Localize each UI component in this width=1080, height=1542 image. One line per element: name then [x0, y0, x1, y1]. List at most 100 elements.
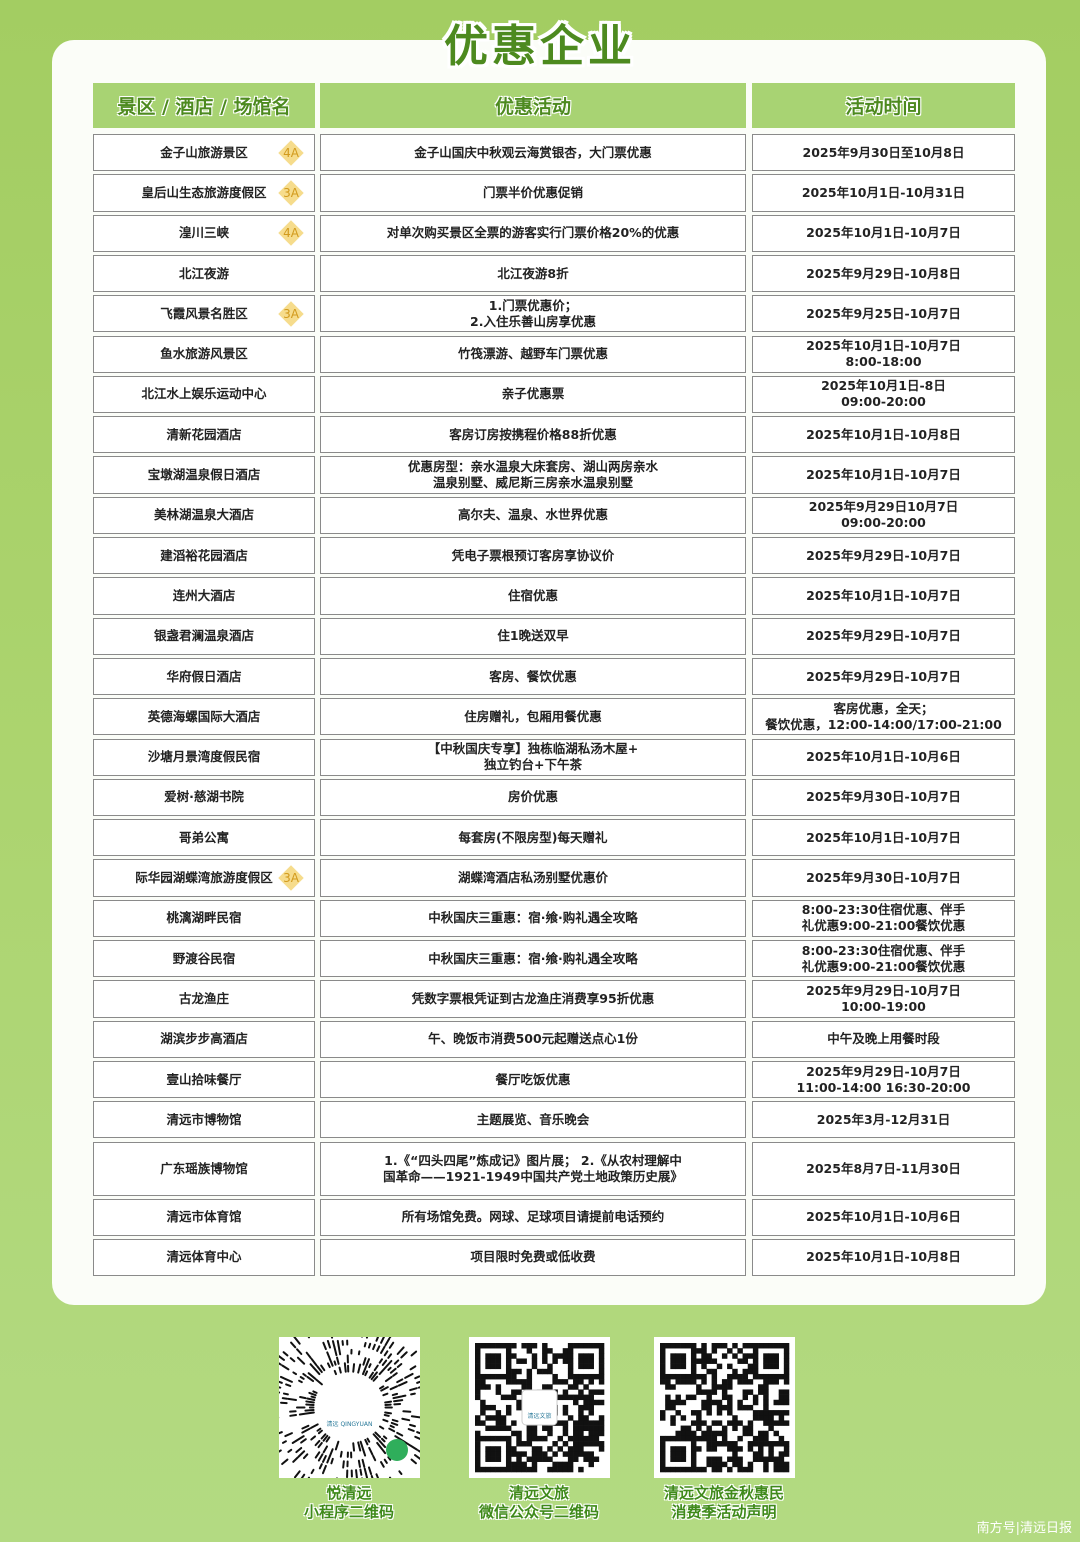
qr-module	[281, 1397, 289, 1400]
row-activity: 湖蝶湾酒店私汤别墅优惠价	[320, 859, 746, 897]
qr-module	[384, 1411, 393, 1415]
qr-module	[380, 1345, 386, 1354]
qr-module	[314, 1439, 321, 1447]
row-time: 2025年9月29日10月7日 09:00-20:00	[752, 496, 1015, 534]
row-time: 2025年9月30日-10月7日	[752, 859, 1015, 897]
row-name: 连州大酒店	[93, 577, 315, 615]
qr-module	[284, 1432, 293, 1438]
qr-module	[376, 1441, 384, 1451]
qr-module	[397, 1381, 408, 1387]
mini-program-qr-code[interactable]: 清远 QINGYUAN	[262, 1318, 439, 1497]
qr-module	[322, 1341, 327, 1351]
qr-module	[364, 1370, 369, 1377]
qr-module	[410, 1350, 418, 1357]
row-activity: 金子山国庆中秋观云海赏银杏，大门票优惠	[320, 134, 746, 172]
qr-module	[389, 1385, 399, 1391]
badge-text: 3A	[283, 871, 299, 886]
qr-module	[370, 1371, 378, 1381]
wechat-official-account-qr-code[interactable]: 清远文旅	[469, 1337, 610, 1478]
row-name: 华府假日酒店	[93, 657, 315, 696]
row-activity: 亲子优惠票	[320, 375, 746, 414]
qr-module	[417, 1385, 424, 1389]
row-time: 2025年3月-12月31日	[752, 1101, 1015, 1139]
row-time: 中午及晚上用餐时段	[752, 1020, 1015, 1058]
qr-module	[367, 1466, 373, 1476]
row-time: 2025年10月1日-10月6日	[752, 738, 1015, 776]
qr-module	[306, 1397, 316, 1402]
row-name: 广东瑶族博物馆	[93, 1141, 315, 1196]
qr-module	[305, 1400, 315, 1404]
row-time: 8:00-23:30住宿优惠、伴手 礼优惠9:00-21:00餐饮优惠	[752, 940, 1015, 978]
qr-module	[387, 1456, 392, 1461]
qr-module	[380, 1386, 389, 1392]
qr-module	[409, 1423, 416, 1428]
qr-module	[336, 1356, 340, 1365]
qr-module	[390, 1421, 399, 1426]
qr-module	[316, 1365, 323, 1374]
row-name: 野渡谷民宿	[93, 940, 315, 978]
qr-module	[352, 1442, 356, 1452]
row-time: 2025年10月1日-10月7日	[752, 577, 1015, 615]
qr-module	[389, 1367, 397, 1374]
row-time: 2025年9月29日-10月7日	[752, 617, 1015, 655]
qr-module	[301, 1427, 311, 1434]
header-time: 活动时间	[752, 83, 1015, 128]
qr-module	[363, 1467, 368, 1478]
qr-module	[384, 1375, 393, 1383]
qr-module	[310, 1468, 315, 1475]
qr-module	[297, 1450, 306, 1458]
row-time: 2025年9月29日-10月7日 10:00-19:00	[752, 980, 1015, 1018]
qr-module	[380, 1461, 385, 1468]
qr-module	[320, 1364, 326, 1372]
qr-module	[305, 1351, 312, 1359]
qr-module	[310, 1435, 317, 1441]
qr-module	[322, 1434, 329, 1442]
qr-module	[409, 1365, 417, 1371]
qr-module	[282, 1392, 289, 1396]
row-activity: 门票半价优惠促销	[320, 174, 746, 212]
row-name: 爱树·慈湖书院	[93, 778, 315, 817]
qr-module	[410, 1415, 422, 1419]
qr-module	[275, 1385, 282, 1389]
row-time: 2025年10月1日-10月7日 8:00-18:00	[752, 335, 1015, 373]
row-time: 2025年9月29日-10月8日	[752, 254, 1015, 293]
row-time: 2025年10月1日-10月8日	[752, 416, 1015, 454]
qr-module	[272, 1449, 282, 1457]
qr-module	[328, 1357, 334, 1367]
qr-module	[396, 1378, 404, 1384]
row-activity: 客房、餐饮优惠	[320, 657, 746, 696]
qr-module	[279, 1375, 285, 1380]
badge-text: 4A	[283, 226, 299, 241]
qr-module	[310, 1395, 316, 1399]
mini-program-icon	[386, 1439, 408, 1461]
qr-module	[387, 1366, 392, 1371]
qr-module	[281, 1440, 287, 1444]
qr-module	[339, 1450, 343, 1458]
qr-module	[387, 1353, 393, 1359]
row-time: 2025年10月1日-10月6日	[752, 1198, 1015, 1236]
qr-module	[414, 1435, 423, 1441]
row-time: 2025年10月1日-10月7日	[752, 819, 1015, 857]
row-name: 哥弟公寓	[93, 819, 315, 857]
qr-module	[302, 1372, 307, 1377]
qr-module	[299, 1376, 305, 1380]
qr-module	[361, 1366, 367, 1376]
statement-qr-code[interactable]	[654, 1337, 795, 1478]
row-activity: 优惠房型：亲水温泉大床套房、湖山两房亲水 温泉别墅、威尼斯三房亲水温泉别墅	[320, 456, 746, 494]
qr-module	[379, 1425, 385, 1430]
row-activity: 所有场馆免费。网球、足球项目请提前电话预约	[320, 1198, 746, 1236]
qr-module	[306, 1375, 315, 1383]
qr-module	[302, 1453, 309, 1460]
qr-module	[389, 1424, 395, 1429]
scenic-rating-badge: 3A	[279, 866, 303, 890]
qr-module	[355, 1469, 359, 1481]
qr-module	[317, 1441, 323, 1449]
row-activity: 项目限时免费或低收费	[320, 1238, 746, 1277]
qr-module	[392, 1395, 403, 1400]
qr-module	[326, 1362, 331, 1369]
qr-module	[299, 1396, 307, 1400]
qr-module	[333, 1345, 338, 1357]
row-activity: 【中秋国庆专享】独栋临湖私汤木屋+ 独立钓台+下午茶	[320, 738, 746, 776]
qr-module	[378, 1439, 387, 1449]
row-activity: 凭数字票根凭证到古龙渔庄消费享95折优惠	[320, 980, 746, 1018]
